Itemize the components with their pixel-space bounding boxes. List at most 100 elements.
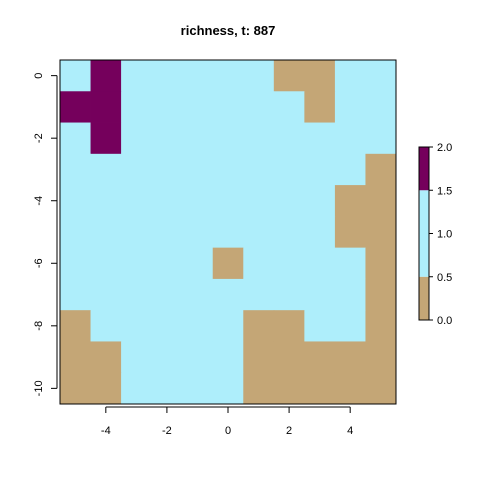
colorbar-tick-label: 0.5 xyxy=(437,272,452,284)
heatmap-cell xyxy=(335,216,366,248)
heatmap-cell xyxy=(152,91,183,123)
heatmap-cell xyxy=(60,216,91,248)
heatmap-cell xyxy=(274,279,305,311)
heatmap-cell xyxy=(60,310,91,342)
heatmap-cell xyxy=(335,373,366,405)
heatmap-cell xyxy=(152,154,183,186)
heatmap-cell xyxy=(182,310,213,342)
heatmap-cell xyxy=(91,373,122,405)
heatmap-cell xyxy=(335,279,366,311)
heatmap-cell xyxy=(365,123,396,155)
heatmap-cell xyxy=(274,341,305,373)
heatmap-cell xyxy=(121,154,152,186)
heatmap-cell xyxy=(152,60,183,92)
heatmap-cell xyxy=(335,154,366,186)
heatmap-cell xyxy=(365,279,396,311)
heatmap-cell xyxy=(60,154,91,186)
heatmap-cell xyxy=(335,248,366,280)
heatmap-cell xyxy=(213,154,244,186)
heatmap-cell xyxy=(335,310,366,342)
heatmap-cells xyxy=(60,60,396,404)
heatmap-cell xyxy=(213,91,244,123)
y-tick-label: -4 xyxy=(33,196,45,206)
heatmap-cell xyxy=(243,341,274,373)
heatmap-cell xyxy=(365,341,396,373)
heatmap-cell xyxy=(274,310,305,342)
heatmap-cell xyxy=(91,310,122,342)
heatmap-cell xyxy=(91,216,122,248)
heatmap-cell xyxy=(304,373,335,405)
heatmap-cell xyxy=(243,154,274,186)
colorbar-segment xyxy=(419,190,429,277)
heatmap-cell xyxy=(335,123,366,155)
heatmap-cell xyxy=(365,91,396,123)
heatmap-cell xyxy=(91,185,122,217)
heatmap-cell xyxy=(274,60,305,92)
heatmap-cell xyxy=(121,341,152,373)
heatmap-cell xyxy=(213,341,244,373)
y-tick-label: -6 xyxy=(33,258,45,268)
heatmap-cell xyxy=(213,373,244,405)
heatmap-cell xyxy=(213,248,244,280)
heatmap-cell xyxy=(213,310,244,342)
heatmap-cell xyxy=(152,373,183,405)
colorbar-segment xyxy=(419,277,429,320)
colorbar-tick-label: 0.0 xyxy=(437,315,452,327)
heatmap-cell xyxy=(365,185,396,217)
heatmap-cell xyxy=(304,248,335,280)
heatmap-cell xyxy=(274,91,305,123)
heatmap-cell xyxy=(304,310,335,342)
heatmap-cell xyxy=(60,279,91,311)
heatmap-cell xyxy=(243,185,274,217)
colorbar-tick-label: 1.5 xyxy=(437,185,452,197)
heatmap-cell xyxy=(274,154,305,186)
heatmap-cell xyxy=(91,341,122,373)
heatmap-cell xyxy=(182,91,213,123)
heatmap-cell xyxy=(304,341,335,373)
heatmap-cell xyxy=(213,279,244,311)
heatmap-cell xyxy=(182,185,213,217)
colorbar-tick-label: 1.0 xyxy=(437,229,452,241)
heatmap-cell xyxy=(365,154,396,186)
heatmap-cell xyxy=(304,60,335,92)
heatmap-cell xyxy=(243,123,274,155)
heatmap-cell xyxy=(335,185,366,217)
y-axis: 0-2-4-6-8-10 xyxy=(33,73,57,397)
colorbar-legend: 0.0 0.5 1.0 1.5 2.0 xyxy=(419,142,452,327)
colorbar-segment xyxy=(419,147,429,190)
heatmap-cell xyxy=(121,279,152,311)
heatmap-cell xyxy=(243,248,274,280)
heatmap-cell xyxy=(365,216,396,248)
heatmap-cell xyxy=(365,248,396,280)
heatmap-cell xyxy=(182,154,213,186)
heatmap-cell xyxy=(213,216,244,248)
heatmap-cell xyxy=(365,373,396,405)
heatmap-cell xyxy=(60,60,91,92)
heatmap-cell xyxy=(60,341,91,373)
heatmap-cell xyxy=(60,248,91,280)
x-tick-label: -2 xyxy=(162,425,172,437)
heatmap-cell xyxy=(152,341,183,373)
y-tick-label: -8 xyxy=(33,321,45,331)
x-axis: -4 -2 0 2 4 xyxy=(101,407,353,437)
heatmap-cell xyxy=(152,248,183,280)
heatmap-cell xyxy=(121,310,152,342)
heatmap-cell xyxy=(213,123,244,155)
heatmap-cell xyxy=(182,341,213,373)
heatmap-cell xyxy=(243,216,274,248)
heatmap-cell xyxy=(91,154,122,186)
heatmap-cell xyxy=(182,216,213,248)
heatmap-cell xyxy=(243,373,274,405)
heatmap-cell xyxy=(152,279,183,311)
heatmap-cell xyxy=(213,60,244,92)
heatmap-cell xyxy=(182,279,213,311)
heatmap-cell xyxy=(243,279,274,311)
heatmap-cell xyxy=(274,248,305,280)
heatmap-cell xyxy=(243,310,274,342)
heatmap-cell xyxy=(91,60,122,92)
y-tick-label: -10 xyxy=(33,380,45,396)
heatmap-cell xyxy=(60,123,91,155)
chart-title: richness, t: 887 xyxy=(181,23,276,38)
colorbar-tick-label: 2.0 xyxy=(437,142,452,154)
